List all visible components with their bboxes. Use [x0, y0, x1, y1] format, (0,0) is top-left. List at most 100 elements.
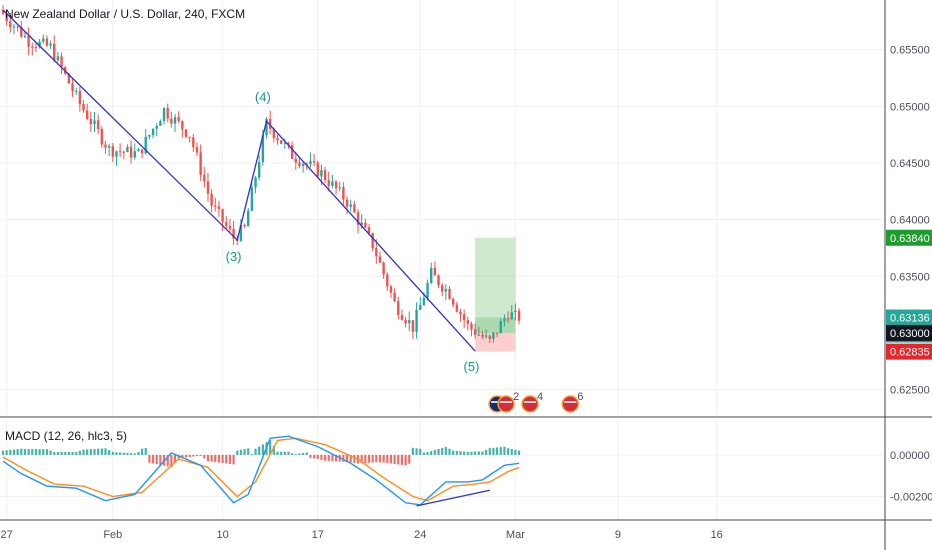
candle-body[interactable] — [221, 209, 224, 223]
candle-body[interactable] — [82, 104, 85, 111]
candle-body[interactable] — [514, 310, 517, 313]
candle-body[interactable] — [56, 56, 60, 61]
candle-body[interactable] — [309, 161, 312, 165]
candle-body[interactable] — [261, 135, 265, 163]
candle-body[interactable] — [441, 285, 444, 292]
candle-body[interactable] — [67, 73, 71, 84]
time-axis[interactable]: 27 Feb 10 17 24 Mar 9 16 — [1, 529, 723, 541]
candle-body[interactable] — [378, 256, 382, 263]
candle-body[interactable] — [338, 187, 341, 189]
candle-body[interactable] — [466, 320, 470, 324]
candlestick-series[interactable] — [1, 4, 521, 344]
candle-body[interactable] — [195, 147, 199, 153]
candle-body[interactable] — [356, 212, 360, 225]
candle-body[interactable] — [276, 138, 279, 141]
candle-body[interactable] — [367, 227, 371, 234]
candle-body[interactable] — [397, 301, 400, 316]
candle-body[interactable] — [422, 297, 426, 306]
profit-zone[interactable] — [475, 237, 516, 333]
candle-body[interactable] — [316, 162, 319, 177]
candle-body[interactable] — [334, 181, 338, 189]
candle-body[interactable] — [430, 267, 433, 283]
candle-body[interactable] — [140, 149, 144, 154]
candle-body[interactable] — [459, 311, 462, 315]
candle-body[interactable] — [323, 170, 327, 181]
candle-body[interactable] — [375, 248, 378, 257]
candle-body[interactable] — [199, 152, 202, 175]
economic-events[interactable]: 2 4 6 — [488, 391, 583, 413]
candle-body[interactable] — [133, 151, 136, 158]
candle-body[interactable] — [305, 163, 308, 165]
candle-body[interactable] — [470, 323, 473, 330]
candle-body[interactable] — [290, 145, 294, 159]
candle-body[interactable] — [448, 288, 451, 299]
candle-body[interactable] — [217, 206, 221, 210]
candle-body[interactable] — [107, 146, 111, 148]
candle-body[interactable] — [228, 226, 232, 229]
candle-body[interactable] — [247, 210, 250, 227]
candle-body[interactable] — [364, 222, 367, 228]
candle-body[interactable] — [129, 146, 133, 158]
candle-body[interactable] — [404, 319, 407, 324]
candle-body[interactable] — [225, 222, 228, 227]
candle-body[interactable] — [9, 21, 12, 28]
candle-body[interactable] — [451, 298, 455, 305]
candle-body[interactable] — [184, 129, 188, 137]
price-axis[interactable]: 0.65500 0.65000 0.64500 0.64000 0.63500 0.625… — [886, 45, 932, 504]
candle-body[interactable] — [173, 117, 177, 124]
candle-body[interactable] — [232, 228, 235, 239]
candle-body[interactable] — [60, 56, 63, 68]
candle-body[interactable] — [27, 35, 30, 47]
candle-body[interactable] — [166, 108, 169, 119]
candle-body[interactable] — [20, 26, 23, 37]
us-flag-icon[interactable] — [561, 395, 580, 413]
candle-body[interactable] — [488, 335, 491, 339]
candle-body[interactable] — [481, 334, 484, 337]
candle-body[interactable] — [144, 136, 147, 154]
candle-body[interactable] — [268, 118, 272, 129]
candle-body[interactable] — [279, 140, 283, 144]
candle-body[interactable] — [473, 329, 477, 335]
candle-body[interactable] — [38, 41, 41, 48]
candle-body[interactable] — [126, 146, 129, 153]
candle-body[interactable] — [210, 193, 213, 207]
candle-body[interactable] — [408, 320, 411, 324]
candle-body[interactable] — [104, 144, 107, 148]
candle-body[interactable] — [1, 10, 5, 14]
long-position-tool[interactable] — [475, 237, 516, 352]
candle-body[interactable] — [503, 318, 506, 322]
candle-body[interactable] — [349, 204, 352, 207]
candle-body[interactable] — [203, 174, 206, 182]
candle-body[interactable] — [400, 315, 404, 320]
candle-body[interactable] — [96, 120, 100, 130]
candle-body[interactable] — [353, 204, 356, 213]
candle-body[interactable] — [393, 292, 396, 302]
macd-pane[interactable] — [1, 435, 521, 507]
candle-body[interactable] — [371, 233, 374, 249]
candle-body[interactable] — [155, 126, 158, 129]
candle-body[interactable] — [298, 162, 301, 166]
candle-body[interactable] — [148, 135, 151, 137]
candle-body[interactable] — [206, 181, 210, 194]
candle-body[interactable] — [294, 158, 297, 163]
macd-line[interactable] — [2, 435, 520, 506]
candle-body[interactable] — [419, 305, 422, 310]
candle-body[interactable] — [53, 43, 56, 61]
candle-body[interactable] — [455, 304, 459, 312]
candle-body[interactable] — [320, 170, 323, 177]
candle-body[interactable] — [16, 26, 19, 28]
candle-body[interactable] — [239, 225, 243, 241]
candle-body[interactable] — [71, 83, 74, 92]
candle-body[interactable] — [151, 128, 155, 136]
candle-body[interactable] — [5, 13, 8, 22]
candle-body[interactable] — [506, 318, 510, 320]
candle-body[interactable] — [93, 120, 96, 125]
candle-body[interactable] — [345, 199, 349, 207]
candle-body[interactable] — [181, 121, 184, 130]
candle-body[interactable] — [159, 120, 162, 127]
candle-body[interactable] — [31, 46, 34, 48]
candle-body[interactable] — [192, 137, 195, 148]
candle-body[interactable] — [42, 38, 45, 42]
candle-body[interactable] — [342, 187, 345, 200]
candle-body[interactable] — [510, 312, 513, 320]
